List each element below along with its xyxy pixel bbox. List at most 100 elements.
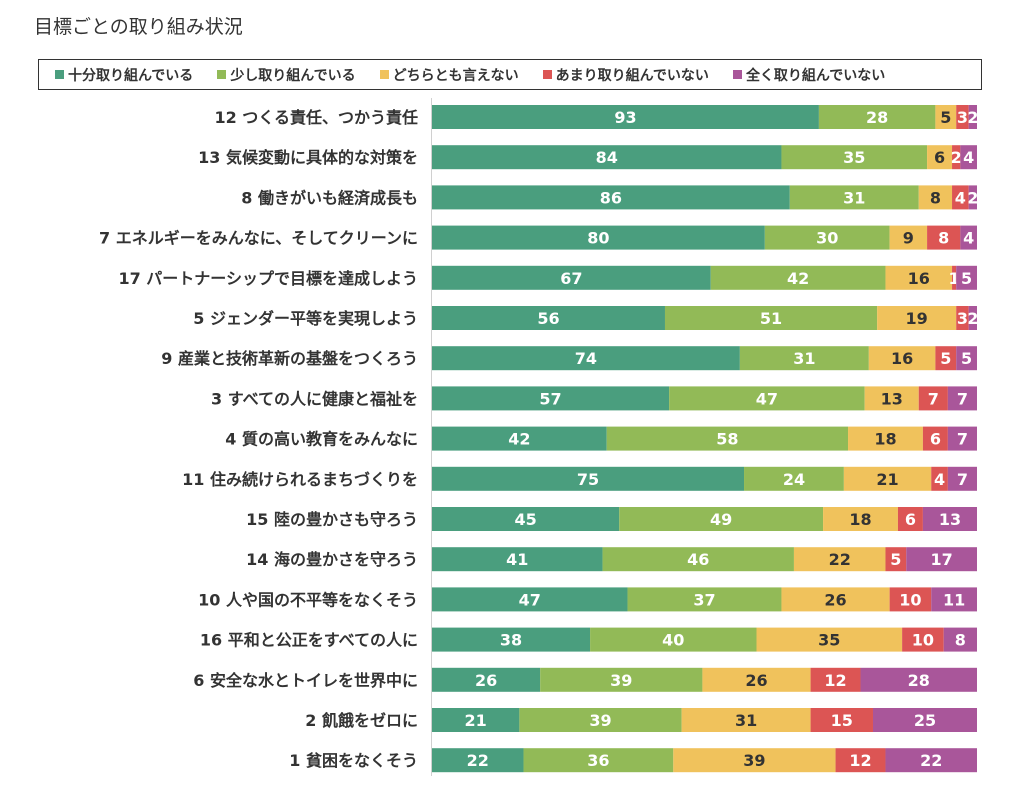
bar-segment — [432, 426, 607, 451]
legend-swatch — [217, 70, 227, 79]
data-label: 26 — [475, 671, 497, 690]
bar-segment — [927, 225, 961, 250]
data-label: 13 — [881, 389, 903, 408]
bar-segment — [848, 426, 923, 451]
data-label: 84 — [596, 148, 618, 167]
bar-segment — [602, 547, 794, 572]
data-label: 47 — [756, 389, 778, 408]
data-label: 2 — [951, 148, 962, 167]
data-label: 7 — [957, 389, 968, 408]
bar-segment — [952, 145, 961, 170]
data-label: 25 — [914, 711, 936, 730]
bar-segment — [918, 386, 948, 411]
data-label: 8 — [955, 631, 966, 650]
category-label: 15 陸の豊かさも守ろう — [246, 510, 418, 529]
bar-segment — [432, 627, 591, 652]
data-label: 7 — [957, 470, 968, 489]
bar-segment — [432, 145, 782, 170]
data-label: 5 — [961, 269, 972, 288]
bar-segment — [432, 265, 711, 290]
data-label: 42 — [787, 269, 809, 288]
bar-segment — [968, 105, 977, 129]
data-label: 2 — [967, 108, 978, 127]
data-label: 5 — [890, 550, 901, 569]
bar-segment — [432, 346, 740, 371]
data-label: 39 — [589, 711, 611, 730]
bar-segment — [789, 185, 919, 210]
bar-segment — [877, 306, 957, 330]
legend-swatch — [55, 70, 64, 79]
bar-segment — [823, 507, 898, 531]
data-label: 36 — [587, 751, 609, 770]
bar-segment — [885, 748, 977, 773]
category-label: 2 飢餓をゼロに — [305, 711, 418, 730]
bar-segment — [931, 466, 948, 491]
bar-segment — [432, 708, 520, 732]
data-label: 18 — [849, 510, 871, 529]
bar-segment — [781, 587, 890, 612]
data-label: 6 — [934, 148, 945, 167]
category-label: 3 すべての人に健康と福祉を — [211, 389, 418, 408]
data-label: 31 — [793, 349, 815, 368]
data-label: 21 — [876, 470, 898, 489]
bar-segment — [810, 708, 873, 732]
bar-segment — [956, 306, 969, 330]
bar-segment — [885, 547, 907, 572]
data-label: 5 — [940, 349, 951, 368]
bar-segment — [590, 627, 757, 652]
data-label: 4 — [963, 229, 974, 248]
bar-segment — [664, 306, 878, 330]
bar-segment — [835, 748, 886, 773]
category-label: 6 安全な水とトイレを世界中に — [193, 671, 418, 690]
data-label: 3 — [957, 108, 968, 127]
data-label: 3 — [957, 309, 968, 328]
data-label: 6 — [930, 430, 941, 449]
data-label: 35 — [818, 631, 840, 650]
bar-segment — [956, 346, 977, 371]
data-label: 12 — [849, 751, 871, 770]
legend-label: 少し取り組んでいる — [230, 67, 356, 84]
data-label: 31 — [735, 711, 757, 730]
bar-segment — [922, 507, 977, 531]
data-label: 45 — [514, 510, 536, 529]
legend-item: あまり取り組んでいない — [542, 65, 709, 85]
data-label: 86 — [600, 188, 622, 207]
data-label: 13 — [939, 510, 961, 529]
data-label: 22 — [467, 751, 489, 770]
bar-segment — [432, 587, 628, 612]
bar-segment — [860, 667, 977, 692]
data-label: 10 — [912, 631, 934, 650]
data-label: 24 — [783, 470, 805, 489]
bar-segment — [906, 547, 977, 572]
legend-item: どちらとも言えない — [379, 65, 519, 85]
bar-segment — [818, 105, 936, 129]
data-label: 28 — [866, 108, 888, 127]
data-label: 9 — [903, 229, 914, 248]
legend-swatch — [379, 70, 389, 79]
category-label: 4 質の高い教育をみんなに — [225, 430, 418, 449]
bar-segment — [968, 306, 977, 330]
legend-label: どちらとも言えない — [392, 67, 519, 84]
bar-segment — [781, 145, 928, 170]
data-label: 22 — [829, 550, 851, 569]
bar-segment — [952, 265, 957, 290]
data-label: 47 — [519, 590, 541, 609]
bar-segment — [947, 426, 977, 451]
data-label: 46 — [687, 550, 709, 569]
bar-segment — [956, 105, 969, 129]
bar-segment — [744, 466, 844, 491]
data-label: 15 — [831, 711, 853, 730]
data-label: 67 — [560, 269, 582, 288]
category-label: 16 平和と公正をすべての人に — [200, 631, 418, 650]
bar-segment — [432, 748, 524, 773]
legend-label: あまり取り組んでいない — [555, 67, 709, 84]
data-label: 16 — [908, 269, 930, 288]
legend-item: 少し取り組んでいる — [217, 65, 356, 85]
bar-segment — [627, 587, 782, 612]
bar-segment — [956, 265, 977, 290]
bar-segment — [935, 346, 957, 371]
data-label: 5 — [940, 108, 951, 127]
data-label: 19 — [906, 309, 928, 328]
data-label: 57 — [539, 389, 561, 408]
data-label: 8 — [930, 188, 941, 207]
